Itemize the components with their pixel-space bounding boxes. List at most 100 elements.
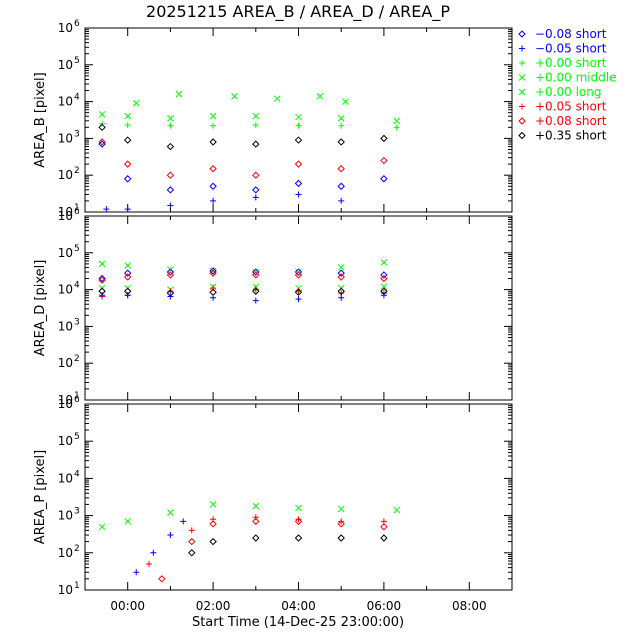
y-tick-label: 10	[58, 546, 73, 560]
y-tick-label: 10	[58, 356, 73, 370]
data-point	[209, 267, 217, 275]
data-point	[175, 90, 183, 98]
data-point	[133, 569, 140, 576]
data-point	[295, 516, 302, 523]
data-point	[380, 534, 388, 542]
data-point	[98, 260, 106, 268]
data-point	[124, 262, 132, 269]
data-point	[337, 273, 345, 281]
data-point	[337, 165, 345, 173]
data-point	[294, 288, 303, 296]
data-point	[252, 271, 260, 279]
data-point	[123, 273, 132, 281]
y-tick-exponent: 1	[74, 203, 80, 213]
data-point	[380, 259, 388, 266]
data-point	[209, 501, 217, 508]
data-point	[295, 191, 302, 198]
y-tick-exponent: 5	[74, 244, 80, 254]
data-point	[98, 111, 106, 118]
x-tick-label: 06:00	[367, 599, 402, 613]
data-point	[393, 117, 401, 125]
data-point	[98, 523, 106, 531]
data-point	[252, 514, 259, 521]
data-point	[380, 292, 387, 299]
data-point	[294, 179, 303, 188]
legend-marker	[519, 103, 525, 110]
y-tick-label: 10	[58, 393, 73, 407]
legend-entry: −0.08 short	[535, 27, 607, 41]
legend-entry: +0.00 middle	[535, 71, 617, 85]
data-point	[210, 122, 217, 129]
panel-frame	[84, 215, 513, 401]
data-point	[252, 502, 260, 510]
data-point	[98, 138, 106, 146]
data-point	[337, 287, 345, 295]
x-axis-label: Start Time (14-Dec-25 23:00:00)	[192, 615, 404, 630]
data-point	[338, 518, 345, 525]
y-tick-exponent: 3	[74, 129, 80, 139]
x-tick-label: 04:00	[281, 599, 316, 613]
data-point	[252, 287, 260, 295]
data-point	[167, 288, 174, 295]
legend-marker	[519, 60, 525, 66]
y-tick-exponent: 3	[74, 317, 80, 327]
data-point	[124, 206, 131, 213]
data-point	[150, 549, 157, 556]
y-tick-exponent: 5	[74, 56, 80, 66]
legend-entry: +0.00 short	[535, 56, 607, 70]
data-point	[380, 134, 388, 143]
data-point	[295, 122, 302, 129]
data-point	[252, 194, 259, 201]
y-axis-label: AREA_B [pixel]	[33, 72, 48, 168]
data-point	[167, 509, 174, 517]
y-tick-label: 10	[58, 95, 73, 109]
y-tick-label: 10	[58, 471, 73, 485]
data-point	[342, 98, 349, 105]
data-point	[167, 293, 174, 300]
data-point	[337, 520, 345, 528]
y-tick-label: 10	[58, 434, 73, 448]
data-point	[123, 269, 132, 277]
data-point	[393, 506, 401, 514]
data-point	[98, 274, 106, 283]
data-point	[295, 284, 302, 292]
panel-frame	[84, 27, 513, 213]
data-point	[209, 112, 217, 120]
data-point	[337, 269, 345, 277]
data-point	[166, 268, 175, 276]
data-point	[294, 517, 303, 526]
data-point	[380, 175, 388, 183]
data-point	[209, 520, 217, 528]
data-point	[99, 292, 106, 299]
x-tick-label: 02:00	[196, 599, 231, 613]
data-point	[209, 182, 217, 190]
data-point	[380, 271, 388, 279]
data-point	[294, 160, 303, 168]
data-point	[209, 267, 217, 275]
data-point	[209, 269, 217, 277]
y-tick-exponent: 1	[74, 391, 80, 401]
data-point	[252, 171, 260, 179]
y-tick-exponent: 5	[74, 432, 80, 442]
data-point	[209, 537, 217, 546]
data-point	[103, 206, 110, 213]
data-point	[123, 136, 132, 144]
y-tick-exponent: 3	[74, 507, 80, 517]
data-point	[252, 122, 259, 129]
data-point	[167, 122, 174, 129]
y-tick-label: 10	[58, 168, 73, 182]
data-point	[338, 294, 345, 301]
y-axis-label: AREA_D [pixel]	[33, 260, 48, 357]
data-point	[252, 517, 260, 526]
data-point	[338, 197, 345, 204]
y-tick-exponent: 4	[74, 93, 80, 103]
legend-marker	[518, 131, 526, 140]
data-point	[210, 285, 217, 292]
data-point	[252, 297, 259, 304]
y-tick-exponent: 6	[74, 19, 80, 29]
legend-entry: +0.05 short	[535, 100, 607, 114]
data-point	[124, 122, 131, 129]
data-point	[273, 95, 281, 103]
data-point	[294, 136, 303, 144]
